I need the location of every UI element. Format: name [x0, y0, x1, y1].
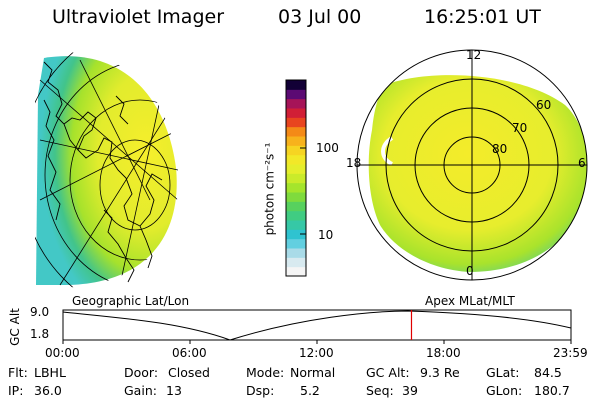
polar-panel-label: Apex MLat/MLT — [425, 294, 515, 308]
colorbar-segment — [286, 80, 306, 90]
mlat-label-80: 80 — [492, 142, 508, 156]
orbit-xtick-2359: 23:59 — [553, 346, 588, 360]
mlt-label-18: 18 — [346, 156, 362, 170]
colorbar-segment — [286, 220, 306, 230]
orbit-ytick-low: 1.8 — [30, 327, 50, 341]
filter-value: LBHL — [34, 365, 66, 380]
orbit-axis-title: GC Alt — [8, 308, 22, 346]
gcalt-value: 9.3 Re — [420, 365, 460, 380]
seq-label: Seq: — [366, 383, 394, 398]
colorbar-tick-100: 100 — [316, 141, 339, 155]
colorbar-segment — [286, 136, 306, 146]
mlt-label-0: 0 — [466, 264, 474, 278]
orbit-altitude-curve — [62, 310, 572, 341]
orbit-plot-frame — [62, 309, 572, 341]
ip-value: 36.0 — [34, 383, 62, 398]
glat-label: GLat: — [486, 365, 520, 380]
gain-value: 13 — [166, 383, 182, 398]
mode-value: Normal — [290, 365, 336, 380]
orbit-x-ticks — [62, 340, 572, 344]
colorbar-segment — [286, 182, 306, 193]
observation-time: 16:25:01 UT — [424, 6, 541, 28]
dsp-label: Dsp: — [246, 383, 275, 398]
colorbar-segment — [286, 210, 306, 221]
orbit-xtick-0600: 06:00 — [172, 346, 207, 360]
door-label: Door: — [124, 365, 159, 380]
ip-label: IP: — [8, 383, 24, 398]
orbit-xtick-1800: 18:00 — [426, 346, 461, 360]
gcalt-label: GC Alt: — [366, 365, 410, 380]
colorbar-tick-10: 10 — [318, 228, 334, 242]
colorbar-segment — [286, 117, 306, 128]
colorbar-frame — [285, 79, 307, 277]
colorbar-segment — [286, 154, 306, 165]
colorbar-segment — [286, 248, 306, 258]
instrument-title: Ultraviolet Imager — [52, 6, 225, 28]
orbit-xtick-1200: 12:00 — [299, 346, 334, 360]
colorbar-segment — [286, 229, 306, 240]
colorbar-segment — [286, 89, 306, 100]
colorbar-segment — [286, 266, 306, 277]
mlat-label-70: 70 — [512, 121, 528, 135]
colorbar-segment — [286, 145, 306, 156]
orbit-ytick-high: 9.0 — [30, 305, 50, 319]
gain-label: Gain: — [124, 383, 157, 398]
colorbar-segment — [286, 192, 306, 202]
colorbar-segment — [286, 164, 306, 174]
geo-panel-label: Geographic Lat/Lon — [72, 294, 190, 308]
dsp-value: 5.2 — [300, 383, 320, 398]
auroral-emission-polar — [368, 75, 587, 272]
colorbar-segment — [286, 98, 306, 109]
mlat-label-60: 60 — [536, 98, 552, 112]
geographic-image — [35, 52, 179, 288]
orbit-xtick-0000: 00:00 — [45, 346, 80, 360]
door-value: Closed — [168, 365, 210, 380]
auroral-emission-geo — [36, 56, 177, 285]
coastlines — [43, 61, 163, 283]
seq-value: 39 — [402, 383, 418, 398]
colorbar-segment — [286, 257, 306, 268]
colorbar-segment — [286, 173, 306, 184]
colorbar-segment — [286, 126, 306, 137]
glat-value: 84.5 — [534, 365, 562, 380]
mode-label: Mode: — [246, 365, 285, 380]
colorbar-ticks — [300, 147, 306, 235]
colorbar-segment — [286, 201, 306, 212]
glon-value: 180.7 — [534, 383, 570, 398]
mlt-label-6: 6 — [578, 156, 586, 170]
glon-label: GLon: — [486, 383, 523, 398]
colorbar-segment — [286, 108, 306, 118]
polar-image — [356, 49, 588, 281]
observation-date: 03 Jul 00 — [278, 6, 362, 28]
colorbar-segment — [286, 238, 306, 249]
colorbar-unit-label: photon cm⁻²s⁻¹ — [262, 142, 277, 236]
mlt-label-12: 12 — [466, 48, 482, 62]
filter-label: Flt: — [8, 365, 28, 380]
colorbar — [285, 79, 307, 277]
